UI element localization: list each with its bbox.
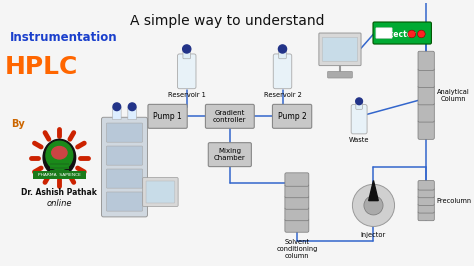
Circle shape	[113, 103, 121, 111]
Circle shape	[408, 30, 416, 38]
Text: Precolumn: Precolumn	[437, 198, 472, 203]
Text: Pump 2: Pump 2	[278, 112, 307, 121]
FancyBboxPatch shape	[328, 71, 352, 78]
Text: PHARMA  SAPIENCE: PHARMA SAPIENCE	[38, 173, 81, 177]
FancyBboxPatch shape	[106, 169, 143, 188]
Circle shape	[182, 45, 191, 53]
FancyBboxPatch shape	[322, 37, 358, 61]
FancyBboxPatch shape	[351, 105, 367, 134]
FancyBboxPatch shape	[285, 207, 309, 221]
Text: online: online	[46, 199, 72, 208]
Polygon shape	[369, 181, 378, 201]
FancyBboxPatch shape	[208, 143, 251, 167]
FancyBboxPatch shape	[373, 22, 431, 44]
Text: Dr. Ashish Pathak: Dr. Ashish Pathak	[21, 188, 97, 197]
Circle shape	[356, 98, 363, 105]
FancyBboxPatch shape	[205, 104, 254, 128]
FancyBboxPatch shape	[146, 181, 175, 203]
FancyBboxPatch shape	[101, 117, 147, 217]
FancyBboxPatch shape	[285, 184, 309, 198]
FancyBboxPatch shape	[418, 51, 434, 70]
Text: Detector: Detector	[378, 30, 416, 39]
Text: Pump 1: Pump 1	[153, 112, 182, 121]
Text: HPLC: HPLC	[5, 55, 78, 79]
FancyBboxPatch shape	[285, 173, 309, 186]
Text: By: By	[11, 119, 25, 129]
FancyBboxPatch shape	[418, 203, 434, 213]
FancyBboxPatch shape	[418, 120, 434, 139]
FancyBboxPatch shape	[50, 167, 69, 169]
Circle shape	[364, 196, 383, 215]
FancyBboxPatch shape	[50, 163, 69, 165]
FancyBboxPatch shape	[418, 68, 434, 88]
Circle shape	[352, 184, 394, 226]
Circle shape	[278, 45, 287, 53]
FancyBboxPatch shape	[285, 196, 309, 209]
FancyBboxPatch shape	[319, 33, 361, 66]
FancyBboxPatch shape	[112, 107, 121, 120]
Text: A simple way to understand: A simple way to understand	[130, 14, 324, 28]
FancyBboxPatch shape	[285, 219, 309, 232]
FancyBboxPatch shape	[418, 211, 434, 221]
FancyBboxPatch shape	[177, 54, 196, 89]
Circle shape	[128, 103, 136, 111]
FancyBboxPatch shape	[106, 192, 143, 211]
FancyBboxPatch shape	[273, 54, 292, 89]
FancyBboxPatch shape	[106, 123, 143, 142]
FancyBboxPatch shape	[106, 146, 143, 165]
FancyBboxPatch shape	[148, 104, 187, 128]
Text: Waste: Waste	[349, 137, 369, 143]
Text: Gradient
controller: Gradient controller	[213, 110, 246, 123]
FancyBboxPatch shape	[128, 107, 137, 120]
FancyBboxPatch shape	[376, 28, 392, 38]
Text: Analytical
Column: Analytical Column	[437, 89, 469, 102]
Text: Mixing
Chamber: Mixing Chamber	[214, 148, 246, 161]
FancyBboxPatch shape	[33, 171, 86, 178]
Ellipse shape	[52, 147, 67, 159]
Text: Injector: Injector	[361, 232, 386, 238]
Ellipse shape	[46, 141, 73, 170]
Ellipse shape	[43, 139, 76, 176]
FancyBboxPatch shape	[279, 47, 286, 59]
FancyBboxPatch shape	[50, 171, 69, 173]
FancyBboxPatch shape	[143, 178, 178, 206]
FancyBboxPatch shape	[418, 181, 434, 190]
FancyBboxPatch shape	[418, 103, 434, 122]
Text: Reservoir 2: Reservoir 2	[264, 92, 301, 98]
FancyBboxPatch shape	[418, 188, 434, 198]
FancyBboxPatch shape	[183, 47, 191, 59]
FancyBboxPatch shape	[418, 196, 434, 205]
Text: Solvent
conditioning
column: Solvent conditioning column	[276, 239, 318, 259]
FancyBboxPatch shape	[418, 86, 434, 105]
Text: Instrumentation: Instrumentation	[9, 31, 117, 44]
Text: Reservoir 1: Reservoir 1	[168, 92, 206, 98]
FancyBboxPatch shape	[273, 104, 312, 128]
FancyBboxPatch shape	[356, 99, 363, 109]
Circle shape	[418, 30, 425, 38]
